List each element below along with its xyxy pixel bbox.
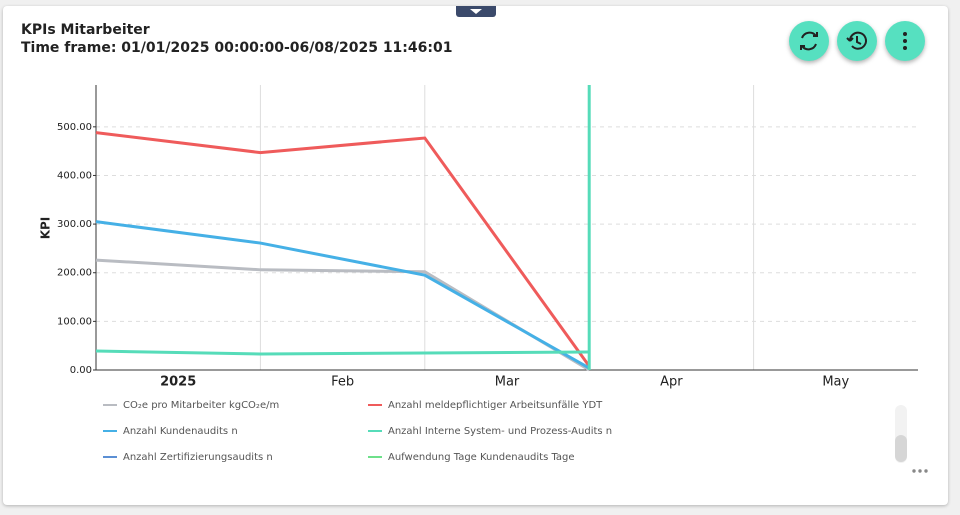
legend-label: Anzahl Kundenaudits n	[123, 426, 238, 437]
x-tick-label: Mar	[495, 375, 520, 390]
legend-label: Anzahl Interne System- und Prozess-Audit…	[388, 426, 612, 437]
timeframe: Time frame: 01/01/2025 00:00:00-06/08/20…	[21, 40, 452, 56]
y-tick-label: 300.00	[57, 219, 92, 230]
series-line	[95, 131, 591, 367]
x-tick-label: Apr	[660, 375, 683, 390]
scroll-thumb[interactable]	[895, 435, 907, 462]
title: KPIs Mitarbeiter	[21, 22, 150, 38]
y-tick-label: 100.00	[57, 316, 92, 327]
series-line	[95, 220, 590, 370]
x-tick-label: 2025	[160, 375, 196, 390]
legend-label: CO₂e pro Mitarbeiter kgCO₂e/m	[123, 400, 279, 411]
y-tick-label: 400.00	[57, 170, 92, 181]
legend-label: Anzahl meldepflichtiger Arbeitsunfälle Y…	[388, 400, 603, 411]
more-dots[interactable]	[912, 469, 928, 473]
menu-button[interactable]	[885, 21, 925, 61]
y-tick-label: 0.00	[70, 365, 92, 376]
card	[3, 6, 948, 505]
legend-label: Aufwendung Tage Kundenaudits Tage	[388, 452, 575, 463]
y-axis-label: KPI	[39, 217, 53, 240]
legend-label: Anzahl Zertifizierungsaudits n	[123, 452, 273, 463]
x-tick-label: Feb	[331, 375, 354, 390]
series-line	[95, 349, 590, 356]
refresh-button[interactable]	[789, 21, 829, 61]
y-tick-label: 200.00	[57, 268, 92, 279]
collapse-icon	[470, 9, 482, 14]
y-tick-label: 500.00	[57, 122, 92, 133]
x-tick-label: May	[822, 375, 849, 390]
history-button[interactable]	[837, 21, 877, 61]
